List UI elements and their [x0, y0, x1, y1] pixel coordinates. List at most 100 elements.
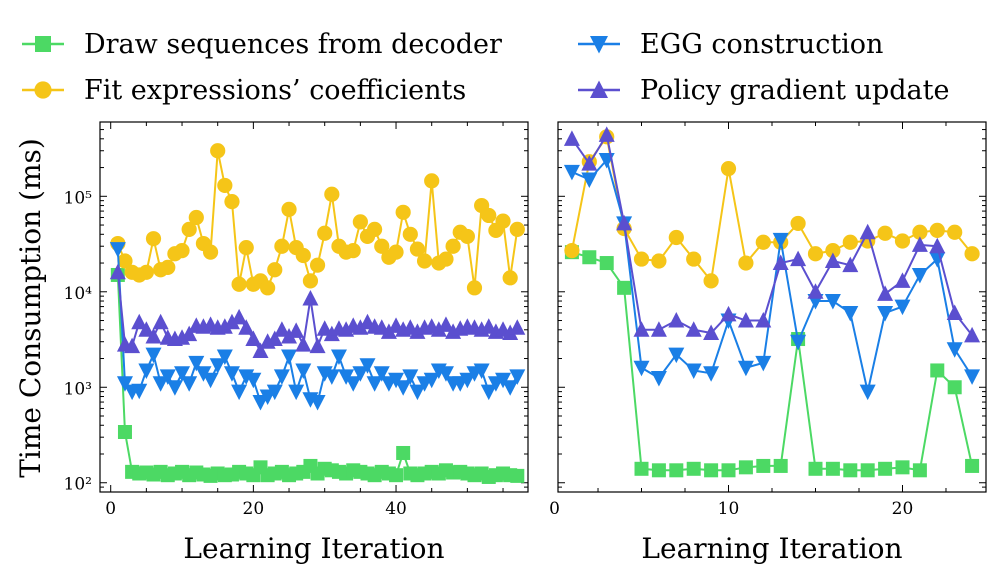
- data-point: [843, 463, 858, 478]
- data-point: [217, 177, 233, 194]
- data-point: [445, 238, 461, 254]
- plot-frame: [99, 121, 529, 493]
- data-point: [703, 273, 719, 289]
- data-point: [755, 355, 772, 372]
- data-point: [807, 283, 824, 299]
- data-point: [209, 358, 226, 374]
- x-tick-label: 0: [549, 499, 560, 519]
- data-point: [650, 371, 667, 387]
- data-point: [309, 257, 326, 273]
- series-fit-expressions-coefficients: [564, 129, 980, 289]
- data-point: [721, 463, 736, 478]
- data-point: [124, 337, 141, 354]
- data-point: [409, 323, 426, 339]
- legend-entry-fit-expressions-coefficients: Fit expressions’ coefficients: [22, 75, 466, 106]
- data-point: [295, 336, 312, 352]
- legend-label: EGG construction: [640, 29, 883, 60]
- data-point: [502, 270, 518, 286]
- data-point: [772, 254, 789, 271]
- data-point: [481, 207, 497, 224]
- data-point: [238, 240, 254, 256]
- data-point: [824, 294, 841, 310]
- data-point: [117, 253, 133, 269]
- x-tick-label: 20: [243, 499, 265, 519]
- data-point: [651, 463, 666, 478]
- x-axis-label: Learning Iteration: [641, 532, 902, 565]
- data-point: [911, 236, 928, 252]
- data-point: [388, 244, 404, 260]
- data-point: [374, 238, 390, 254]
- data-point: [317, 225, 333, 241]
- data-point: [117, 424, 132, 439]
- data-point: [756, 458, 771, 473]
- data-point: [238, 319, 255, 335]
- left-panel: 0 20 40 10² 10³ 10⁴ 10⁵ Learning Iteration: [64, 121, 529, 565]
- data-point: [216, 349, 233, 365]
- legend-entry-egg-construction: EGG construction: [578, 29, 883, 60]
- data-point: [509, 319, 526, 335]
- data-point: [563, 164, 580, 181]
- data-point: [323, 369, 340, 385]
- data-point: [245, 330, 262, 347]
- legend-label: Policy gradient update: [640, 75, 949, 106]
- data-point: [416, 253, 433, 269]
- data-point: [894, 272, 911, 288]
- data-point: [202, 244, 219, 260]
- data-point: [912, 463, 927, 478]
- legend-marker-triangle-up: [590, 80, 608, 98]
- data-point: [929, 252, 946, 268]
- data-point: [437, 366, 454, 382]
- legend-entry-policy-gradient-update: Policy gradient update: [578, 75, 949, 106]
- data-point: [509, 221, 525, 238]
- data-point: [617, 280, 632, 295]
- data-point: [859, 223, 876, 240]
- data-point: [359, 358, 376, 374]
- data-point: [581, 155, 598, 171]
- data-point: [616, 214, 633, 231]
- data-point: [509, 369, 526, 385]
- x-axis-label: Learning Iteration: [183, 532, 444, 565]
- data-point: [231, 308, 248, 325]
- data-point: [598, 126, 615, 142]
- x-tick-label: 10: [718, 499, 740, 519]
- data-point: [502, 380, 519, 396]
- series-draw-sequences-from-decoder: [110, 267, 525, 484]
- data-point: [338, 321, 355, 337]
- data-point: [116, 376, 133, 392]
- data-point: [224, 194, 240, 210]
- data-point: [131, 313, 148, 330]
- data-point: [634, 461, 649, 476]
- data-point: [395, 380, 412, 396]
- data-point: [409, 241, 426, 257]
- data-point: [366, 376, 383, 392]
- series-policy-gradient-update: [563, 126, 981, 343]
- data-point: [409, 384, 426, 401]
- y-tick-label: 10⁵: [64, 188, 93, 208]
- data-point: [495, 213, 511, 229]
- series-egg-construction: [563, 152, 981, 401]
- data-point: [302, 290, 319, 306]
- data-point: [295, 363, 312, 379]
- data-point: [808, 461, 823, 476]
- data-point: [330, 349, 347, 365]
- data-point: [216, 318, 233, 334]
- data-point: [266, 384, 283, 401]
- data-point: [668, 347, 685, 364]
- data-point: [929, 237, 946, 254]
- data-point: [685, 321, 702, 337]
- data-point: [223, 313, 240, 330]
- data-point: [964, 246, 980, 262]
- data-point: [231, 276, 247, 292]
- data-point: [912, 224, 928, 240]
- y-tick-label: 10⁴: [64, 284, 93, 304]
- data-point: [668, 312, 685, 328]
- data-point: [402, 226, 418, 242]
- data-point: [650, 321, 667, 337]
- data-point: [145, 231, 162, 247]
- data-point: [911, 267, 928, 284]
- data-point: [720, 161, 737, 177]
- x-tick-label: 40: [385, 499, 407, 519]
- data-point: [473, 363, 490, 379]
- data-point: [773, 458, 788, 473]
